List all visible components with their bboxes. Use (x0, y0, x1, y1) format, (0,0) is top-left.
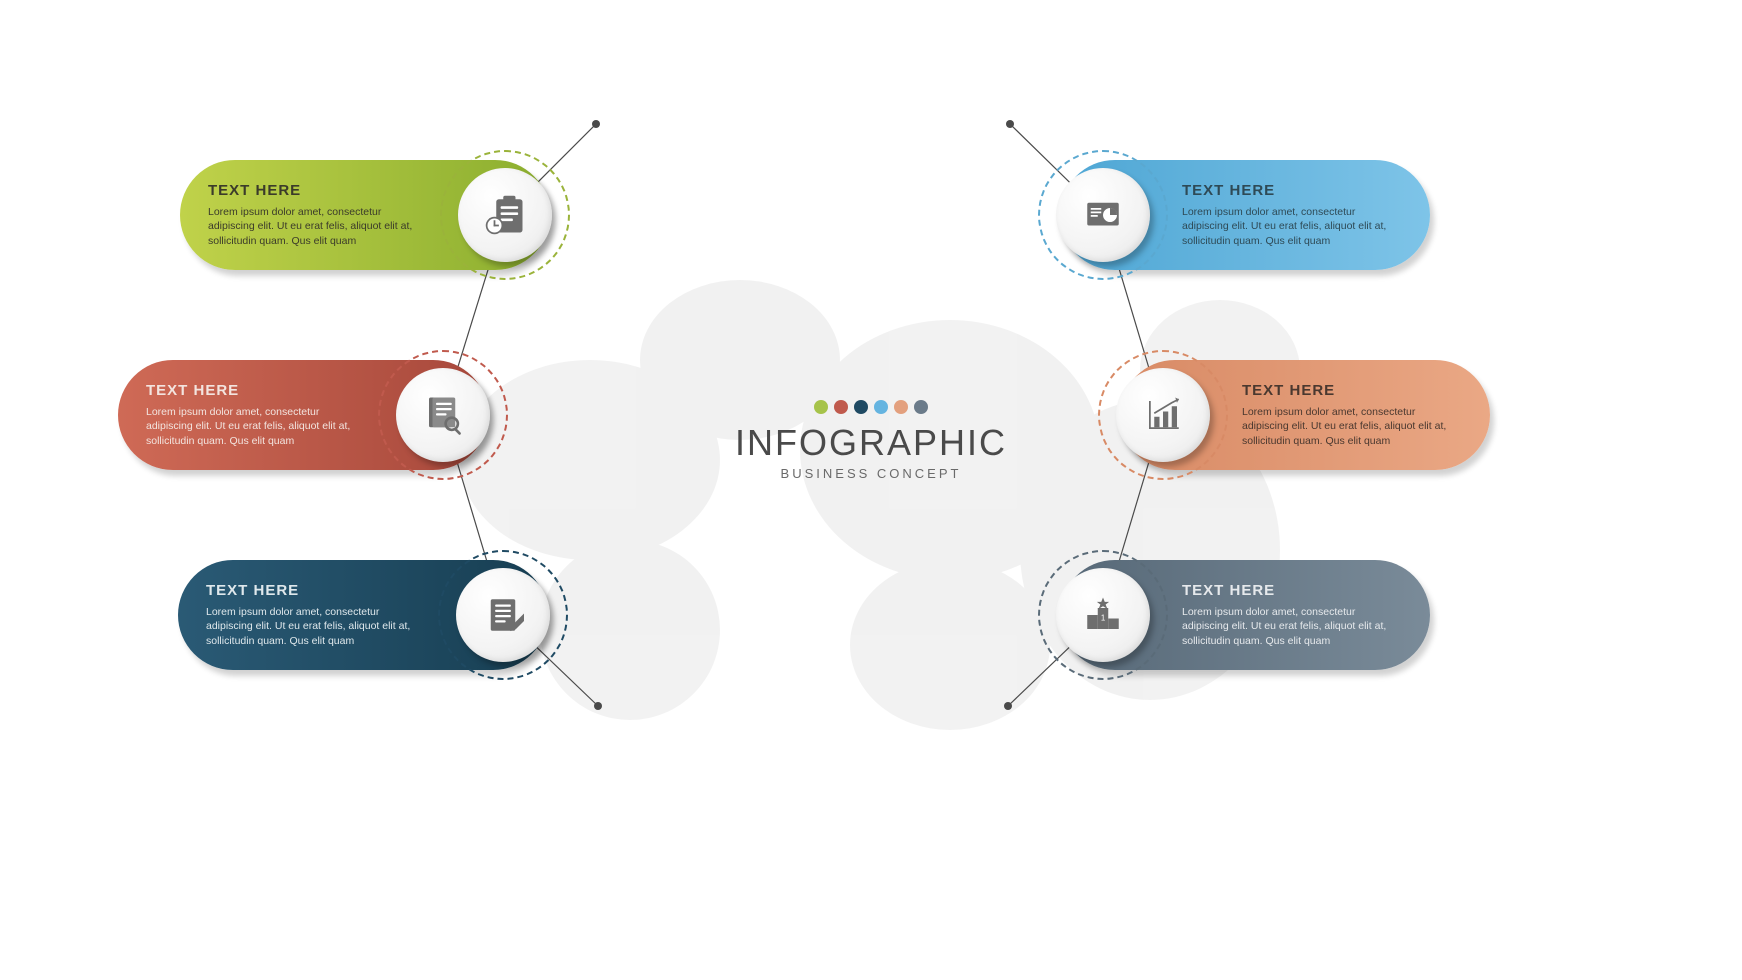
center-title: INFOGRAPHIC (735, 422, 1007, 464)
center-subtitle: BUSINESS CONCEPT (735, 466, 1007, 481)
dashed-ring (1038, 550, 1168, 680)
icon-disc-l1 (440, 150, 570, 280)
pill-body: Lorem ipsum dolor amet, consectetur adip… (1242, 405, 1462, 448)
pill-body: Lorem ipsum dolor amet, consectetur adip… (208, 205, 428, 248)
palette-dot (874, 400, 888, 414)
icon-disc-l2 (378, 350, 508, 480)
center-dots (735, 400, 1007, 414)
pill-title: TEXT HERE (1242, 382, 1462, 399)
pill-title: TEXT HERE (1182, 582, 1402, 599)
pill-title: TEXT HERE (146, 382, 366, 399)
pill-body: Lorem ipsum dolor amet, consectetur adip… (1182, 605, 1402, 648)
pill-body: Lorem ipsum dolor amet, consectetur adip… (146, 405, 366, 448)
palette-dot (894, 400, 908, 414)
dashed-ring (1038, 150, 1168, 280)
dashed-ring (438, 550, 568, 680)
dashed-ring (1098, 350, 1228, 480)
background-map (420, 240, 1340, 760)
icon-disc-r3 (1038, 550, 1168, 680)
palette-dot (814, 400, 828, 414)
dashed-ring (440, 150, 570, 280)
pill-body: Lorem ipsum dolor amet, consectetur adip… (206, 605, 426, 648)
infographic-stage: INFOGRAPHIC BUSINESS CONCEPT TEXT HERE Lo… (0, 0, 1742, 980)
palette-dot (834, 400, 848, 414)
icon-disc-l3 (438, 550, 568, 680)
icon-disc-r2 (1098, 350, 1228, 480)
connector-lines (0, 0, 1742, 980)
palette-dot (854, 400, 868, 414)
pill-body: Lorem ipsum dolor amet, consectetur adip… (1182, 205, 1402, 248)
pill-title: TEXT HERE (206, 582, 426, 599)
center-title-block: INFOGRAPHIC BUSINESS CONCEPT (735, 400, 1007, 481)
pill-title: TEXT HERE (208, 182, 428, 199)
dashed-ring (378, 350, 508, 480)
palette-dot (914, 400, 928, 414)
pill-title: TEXT HERE (1182, 182, 1402, 199)
icon-disc-r1 (1038, 150, 1168, 280)
